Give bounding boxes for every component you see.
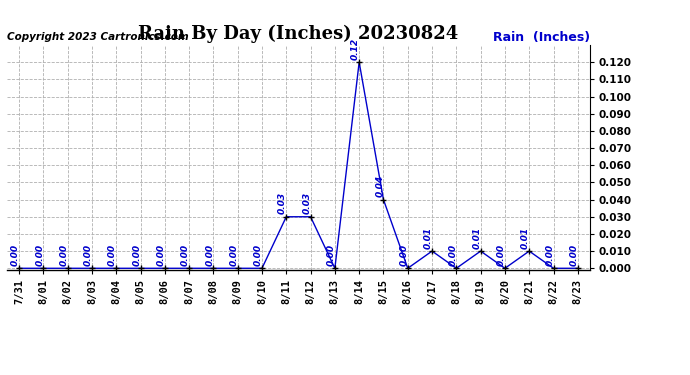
Text: 0.00: 0.00 — [83, 244, 92, 266]
Text: 0.00: 0.00 — [157, 244, 166, 266]
Text: 0.00: 0.00 — [327, 244, 336, 266]
Text: 0.01: 0.01 — [424, 226, 433, 249]
Text: 0.00: 0.00 — [254, 244, 263, 266]
Text: 0.00: 0.00 — [230, 244, 239, 266]
Text: 0.01: 0.01 — [521, 226, 530, 249]
Text: 0.01: 0.01 — [473, 226, 482, 249]
Text: 0.00: 0.00 — [570, 244, 579, 266]
Text: 0.00: 0.00 — [11, 244, 20, 266]
Text: Rain  (Inches): Rain (Inches) — [493, 32, 590, 45]
Text: 0.00: 0.00 — [181, 244, 190, 266]
Text: 0.00: 0.00 — [205, 244, 215, 266]
Text: 0.03: 0.03 — [278, 192, 287, 214]
Text: 0.12: 0.12 — [351, 38, 360, 60]
Text: 0.04: 0.04 — [375, 175, 384, 197]
Text: 0.00: 0.00 — [35, 244, 44, 266]
Text: 0.00: 0.00 — [497, 244, 506, 266]
Text: Copyright 2023 Cartronics.com: Copyright 2023 Cartronics.com — [7, 32, 188, 42]
Text: 0.00: 0.00 — [59, 244, 68, 266]
Text: 0.00: 0.00 — [448, 244, 457, 266]
Text: 0.00: 0.00 — [400, 244, 408, 266]
Text: 0.00: 0.00 — [108, 244, 117, 266]
Text: 0.03: 0.03 — [302, 192, 311, 214]
Title: Rain By Day (Inches) 20230824: Rain By Day (Inches) 20230824 — [138, 25, 459, 44]
Text: 0.00: 0.00 — [132, 244, 141, 266]
Text: 0.00: 0.00 — [545, 244, 554, 266]
